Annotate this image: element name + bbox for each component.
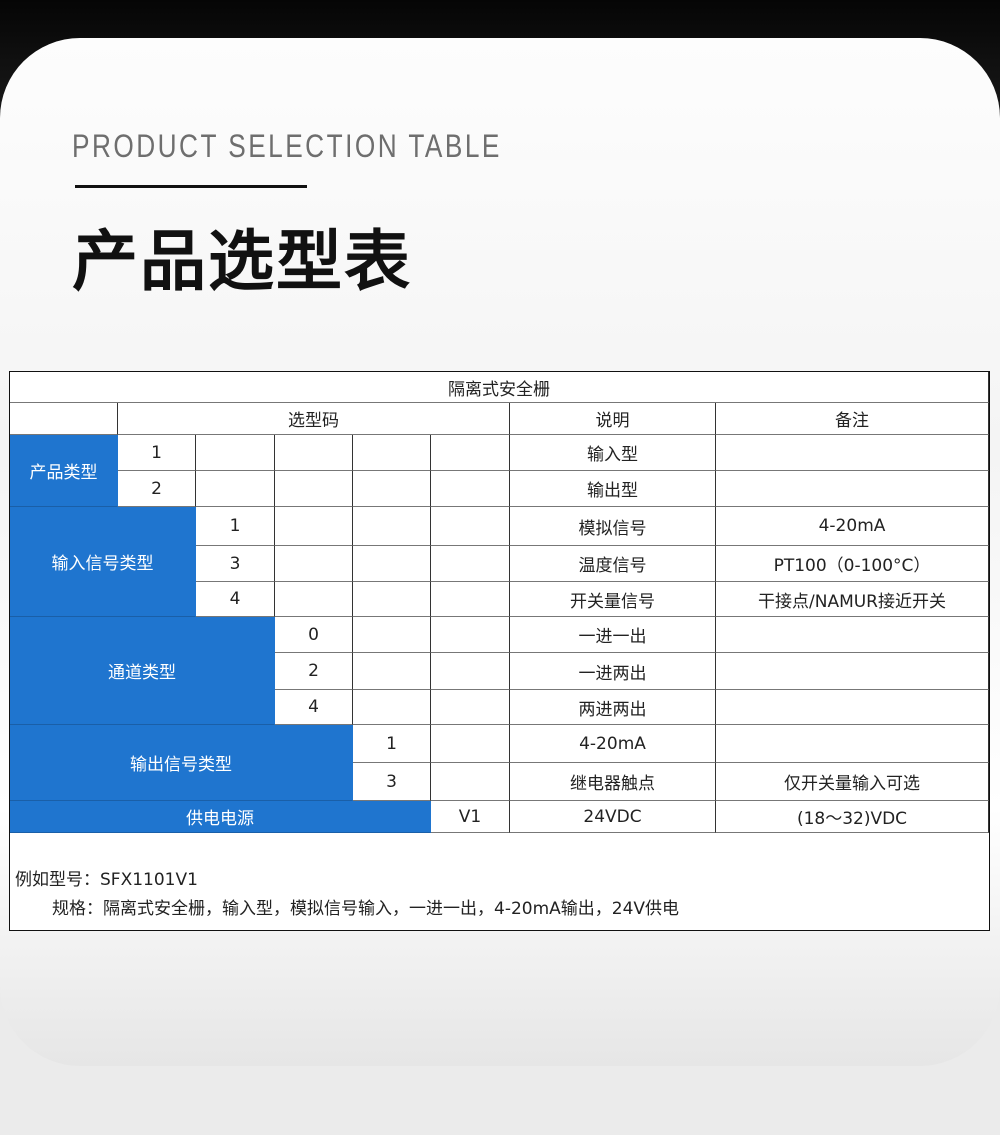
code-cell: 3	[196, 546, 275, 582]
header-remark: 备注	[716, 403, 989, 435]
code-cell: 0	[275, 617, 353, 653]
header-code: 选型码	[118, 403, 510, 435]
desc-cell: 4-20mA	[510, 725, 716, 763]
empty-cell	[431, 725, 510, 763]
page-title: 产品选型表	[72, 223, 412, 300]
group-label-input-signal: 输入信号类型	[10, 507, 196, 617]
desc-cell: 输入型	[510, 435, 716, 471]
empty-cell	[196, 471, 275, 507]
remark-cell: PT100（0-100°C）	[716, 546, 989, 582]
remark-cell: 4-20mA	[716, 507, 989, 546]
table-title: 隔离式安全栅	[10, 372, 989, 403]
empty-cell	[10, 403, 118, 435]
empty-cell	[275, 507, 353, 546]
remark-cell	[716, 653, 989, 690]
code-cell: 4	[196, 582, 275, 617]
remark-cell: (18～32)VDC	[716, 801, 989, 833]
remark-cell	[716, 435, 989, 471]
header-desc: 说明	[510, 403, 716, 435]
empty-cell	[275, 471, 353, 507]
empty-cell	[431, 653, 510, 690]
empty-cell	[353, 690, 431, 725]
empty-cell	[431, 546, 510, 582]
desc-cell: 一进两出	[510, 653, 716, 690]
remark-cell	[716, 617, 989, 653]
code-cell: V1	[431, 801, 510, 833]
empty-cell	[353, 582, 431, 617]
empty-cell	[353, 546, 431, 582]
code-cell: 1	[196, 507, 275, 546]
empty-cell	[431, 471, 510, 507]
desc-cell: 24VDC	[510, 801, 716, 833]
empty-cell	[353, 435, 431, 471]
empty-cell	[275, 582, 353, 617]
remark-cell	[716, 690, 989, 725]
empty-cell	[196, 435, 275, 471]
desc-cell: 开关量信号	[510, 582, 716, 617]
empty-cell	[431, 617, 510, 653]
heading-divider	[75, 185, 307, 188]
desc-cell: 模拟信号	[510, 507, 716, 546]
empty-cell	[431, 507, 510, 546]
code-cell: 2	[118, 471, 196, 507]
code-cell: 3	[353, 763, 431, 801]
example-spec: 规格：隔离式安全栅，输入型，模拟信号输入，一进一出，4-20mA输出，24V供电	[52, 899, 680, 919]
group-label-channel: 通道类型	[10, 617, 275, 725]
empty-cell	[431, 435, 510, 471]
desc-cell: 温度信号	[510, 546, 716, 582]
remark-cell: 干接点/NAMUR接近开关	[716, 582, 989, 617]
desc-cell: 输出型	[510, 471, 716, 507]
empty-cell	[275, 546, 353, 582]
remark-cell	[716, 725, 989, 763]
desc-cell: 继电器触点	[510, 763, 716, 801]
code-cell: 1	[353, 725, 431, 763]
empty-cell	[353, 507, 431, 546]
remark-cell	[716, 471, 989, 507]
desc-cell: 两进两出	[510, 690, 716, 725]
empty-cell	[431, 582, 510, 617]
empty-cell	[275, 435, 353, 471]
remark-cell: 仅开关量输入可选	[716, 763, 989, 801]
empty-cell	[431, 690, 510, 725]
group-label-power: 供电电源	[10, 801, 431, 833]
code-cell: 2	[275, 653, 353, 690]
empty-cell	[353, 471, 431, 507]
code-cell: 1	[118, 435, 196, 471]
group-label-product-type: 产品类型	[10, 435, 118, 507]
empty-cell	[353, 653, 431, 690]
code-cell: 4	[275, 690, 353, 725]
empty-cell	[353, 617, 431, 653]
group-label-output-signal: 输出信号类型	[10, 725, 353, 801]
example-model: 例如型号：SFX1101V1	[15, 870, 198, 890]
empty-cell	[431, 763, 510, 801]
selection-table: 隔离式安全栅 选型码 说明 备注 产品类型 1 输入型 2 输出型 输入信号类型 1 模拟信号 4-20…	[9, 371, 990, 931]
desc-cell: 一进一出	[510, 617, 716, 653]
english-heading: PRODUCT SELECTION TABLE	[72, 128, 502, 164]
